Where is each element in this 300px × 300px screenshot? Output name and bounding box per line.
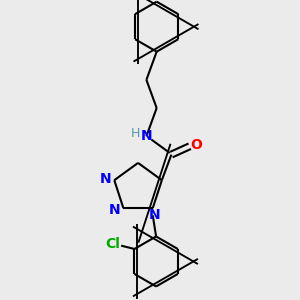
Text: N: N: [100, 172, 112, 185]
Text: Cl: Cl: [105, 237, 120, 251]
Text: N: N: [109, 203, 121, 217]
Text: N: N: [141, 129, 152, 143]
Text: O: O: [190, 138, 202, 152]
Text: N: N: [148, 208, 160, 223]
Text: H: H: [131, 127, 140, 140]
